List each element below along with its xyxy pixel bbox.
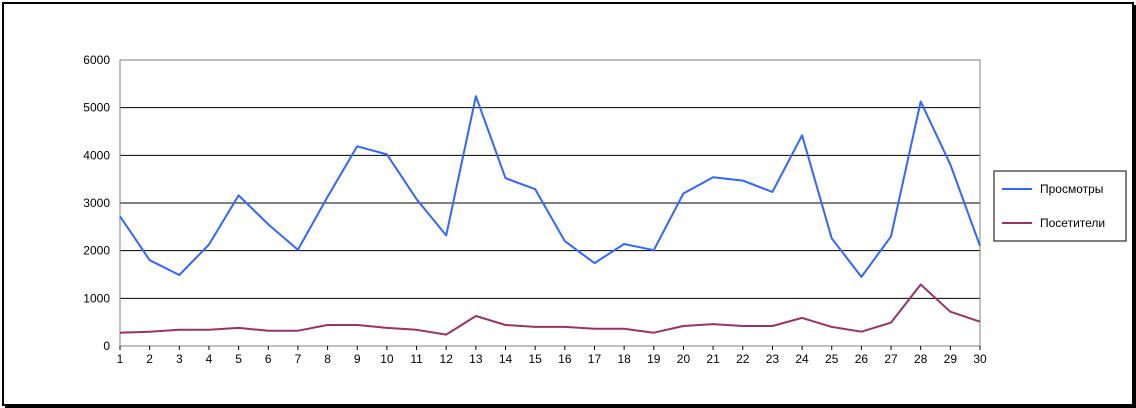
x-tick-label: 30 <box>973 352 987 366</box>
x-tick-label: 1 <box>117 352 124 366</box>
legend-label: Просмотры <box>1040 182 1103 196</box>
legend-label: Посетители <box>1040 216 1105 230</box>
legend: Просмотры Посетители <box>993 170 1127 242</box>
x-tick-label: 2 <box>146 352 153 366</box>
x-tick-label: 8 <box>324 352 331 366</box>
y-tick-label: 0 <box>103 339 110 353</box>
x-tick-label: 17 <box>588 352 602 366</box>
x-tick-label: 27 <box>884 352 898 366</box>
x-tick-label: 13 <box>469 352 483 366</box>
x-tick-label: 15 <box>528 352 542 366</box>
x-tick-label: 11 <box>410 352 423 366</box>
x-tick-label: 6 <box>265 352 272 366</box>
x-tick-label: 21 <box>706 352 720 366</box>
x-tick-label: 20 <box>677 352 691 366</box>
x-tick-label: 5 <box>235 352 242 366</box>
x-tick-label: 7 <box>295 352 302 366</box>
y-tick-label: 1000 <box>83 291 110 305</box>
legend-box <box>993 170 1127 242</box>
x-axis-ticks <box>119 346 981 350</box>
x-tick-label: 25 <box>825 352 839 366</box>
x-tick-label: 23 <box>766 352 780 366</box>
plot-area-border <box>119 59 981 347</box>
y-tick-label: 2000 <box>83 244 110 258</box>
x-tick-label: 19 <box>647 352 661 366</box>
x-tick-label: 12 <box>440 352 454 366</box>
y-tick-label: 4000 <box>83 148 110 162</box>
y-tick-label: 6000 <box>83 53 110 67</box>
x-tick-label: 22 <box>736 352 750 366</box>
x-tick-label: 24 <box>795 352 809 366</box>
x-tick-label: 28 <box>914 352 928 366</box>
x-tick-label: 14 <box>499 352 513 366</box>
x-tick-label: 9 <box>354 352 361 366</box>
x-tick-label: 10 <box>380 352 394 366</box>
x-tick-label: 16 <box>558 352 572 366</box>
y-axis-labels: 0 1000 2000 3000 4000 5000 6000 <box>83 53 110 353</box>
x-axis-labels: 1 2 3 4 5 6 7 8 9 10 11 12 13 14 15 16 17 18 19 20 21 22 23 24 2… <box>117 352 987 366</box>
x-tick-label: 4 <box>206 352 213 366</box>
gridlines <box>120 107 980 347</box>
y-tick-label: 3000 <box>83 196 110 210</box>
x-tick-label: 26 <box>855 352 869 366</box>
x-tick-label: 29 <box>944 352 958 366</box>
x-tick-label: 3 <box>176 352 183 366</box>
y-tick-label: 5000 <box>83 101 110 115</box>
series-line-2 <box>119 283 981 336</box>
series-lines <box>119 95 981 336</box>
x-tick-label: 18 <box>617 352 631 366</box>
series-line-1 <box>119 95 981 278</box>
